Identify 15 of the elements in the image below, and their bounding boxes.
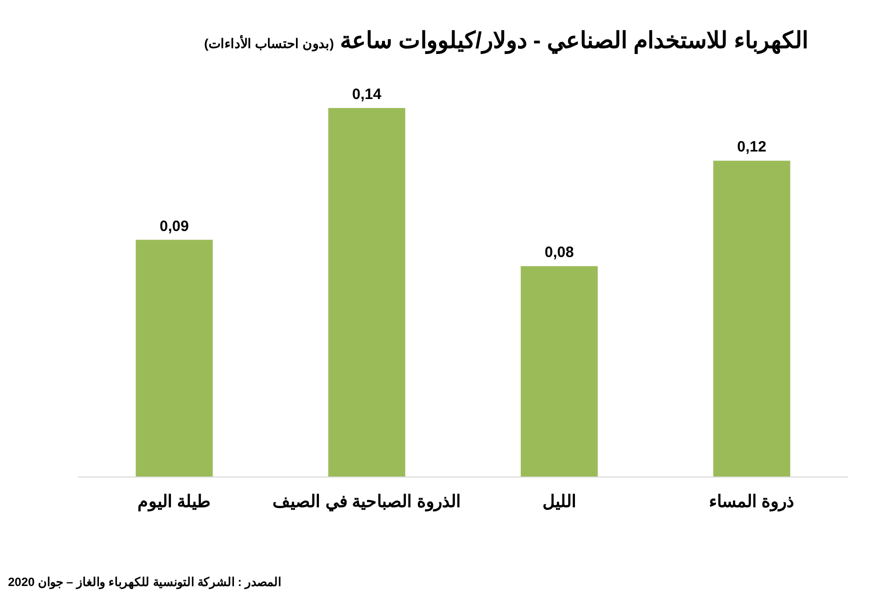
chart-subtitle: (بدون احتساب الأداءات) (204, 35, 334, 52)
data-label: 0,09 (160, 218, 189, 235)
text: المصدر : الشركة التونسية للكهرباء والغاز – جوان 2020 (8, 575, 282, 590)
x-tick-label: الليل (542, 492, 576, 511)
x-tick-label: طيلة اليوم (137, 492, 212, 512)
bar (520, 266, 598, 477)
data-label: 0,08 (544, 244, 574, 262)
bar (328, 108, 406, 477)
data-label: 0,12 (737, 138, 766, 156)
x-tick-label: ذروة المساء (708, 492, 795, 512)
data-label: 0,14 (352, 86, 382, 103)
bar (136, 240, 213, 477)
chart-title: الكهرباء للاستخدام الصناعي - دولار/كيلووات ساعة (340, 27, 808, 55)
x-tick-label: الذروة الصباحية في الصيف (272, 492, 461, 512)
bar (713, 160, 790, 477)
